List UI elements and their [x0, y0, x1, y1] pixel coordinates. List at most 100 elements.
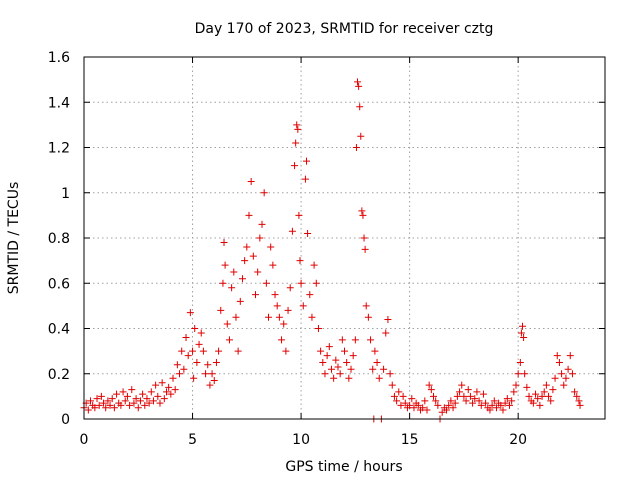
y-tick-label: 0.8 — [48, 231, 70, 247]
data-point — [319, 358, 327, 366]
data-point — [410, 404, 418, 412]
data-point — [571, 388, 579, 396]
data-point — [230, 268, 238, 276]
data-point — [473, 388, 481, 396]
data-point — [204, 361, 212, 369]
data-point — [139, 390, 147, 398]
data-point — [354, 78, 362, 86]
data-point — [215, 347, 223, 355]
data-point — [113, 390, 121, 398]
data-point — [165, 383, 173, 391]
data-point — [425, 381, 433, 389]
data-point — [547, 397, 555, 405]
data-point — [408, 395, 416, 403]
data-point — [260, 189, 268, 197]
data-point — [355, 82, 363, 90]
y-tick-label: 1 — [61, 186, 70, 202]
data-point — [432, 397, 440, 405]
x-tick-label: 20 — [509, 432, 527, 448]
data-point — [171, 386, 179, 394]
data-point — [358, 207, 366, 215]
data-point — [516, 358, 524, 366]
data-point — [512, 381, 520, 389]
data-point — [523, 383, 531, 391]
data-point — [501, 399, 509, 407]
y-tick-label: 1.4 — [48, 95, 70, 111]
data-point — [292, 139, 300, 147]
x-tick-label: 10 — [292, 432, 310, 448]
plot-frame — [83, 56, 606, 420]
data-point — [555, 358, 563, 366]
data-point — [130, 399, 138, 407]
y-tick-label: 0 — [61, 412, 70, 428]
data-point — [258, 220, 266, 228]
data-point — [184, 352, 192, 360]
data-point — [469, 399, 477, 407]
data-point — [519, 322, 527, 330]
data-point — [360, 234, 368, 242]
data-point — [503, 395, 511, 403]
data-point — [228, 284, 236, 292]
data-point — [551, 374, 559, 382]
data-point — [451, 399, 459, 407]
data-point — [562, 374, 570, 382]
data-point — [497, 401, 505, 409]
data-point — [95, 401, 103, 409]
data-point — [359, 211, 367, 219]
data-point — [223, 320, 231, 328]
data-point — [286, 284, 294, 292]
data-point — [310, 261, 318, 269]
data-point — [460, 392, 468, 400]
data-point — [284, 306, 292, 314]
data-point — [84, 406, 92, 414]
data-point — [126, 401, 134, 409]
data-point — [371, 347, 379, 355]
data-point — [445, 401, 453, 409]
data-point — [464, 386, 472, 394]
data-point — [106, 401, 114, 409]
data-point — [352, 144, 360, 151]
data-point — [534, 395, 542, 403]
data-point — [134, 404, 142, 412]
data-point — [538, 392, 546, 400]
data-point — [351, 336, 359, 344]
data-point — [386, 370, 394, 378]
data-point — [190, 374, 198, 382]
data-point — [406, 401, 414, 409]
data-point — [373, 358, 381, 366]
data-point — [414, 401, 422, 409]
data-point — [447, 397, 455, 405]
data-point — [334, 363, 342, 371]
data-point — [573, 392, 581, 400]
data-point — [254, 268, 262, 276]
data-point — [232, 313, 240, 321]
data-point — [382, 329, 390, 337]
data-point — [256, 234, 264, 242]
data-point — [108, 395, 116, 403]
data-point — [312, 279, 320, 287]
y-axis-label: SRMTID / TECUs — [6, 182, 22, 295]
data-point — [314, 325, 322, 332]
data-point — [152, 381, 160, 389]
data-point — [397, 401, 405, 409]
data-point — [575, 397, 583, 405]
data-point — [449, 404, 457, 412]
data-point — [102, 404, 110, 412]
data-point — [479, 390, 487, 398]
data-point — [234, 347, 242, 355]
x-tick-label: 0 — [80, 432, 89, 448]
data-point — [325, 343, 333, 351]
data-point — [136, 397, 144, 405]
x-tick-label: 5 — [188, 432, 197, 448]
data-point — [219, 279, 227, 287]
data-point — [303, 157, 311, 165]
data-point — [249, 252, 257, 260]
data-point — [208, 370, 216, 378]
data-point — [189, 347, 197, 355]
data-point — [206, 381, 214, 389]
data-point — [357, 132, 365, 140]
grid — [84, 57, 605, 419]
data-point — [336, 370, 344, 378]
data-point — [195, 340, 203, 348]
